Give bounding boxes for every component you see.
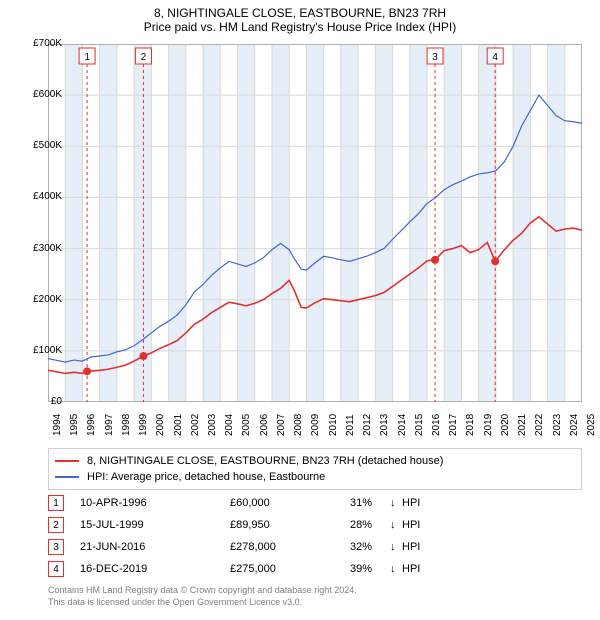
- sale-pct: 28%: [350, 519, 390, 531]
- svg-text:3: 3: [432, 52, 438, 63]
- x-tick-label: 2001: [173, 414, 184, 436]
- x-tick-label: 2000: [155, 414, 166, 436]
- x-tick-label: 2021: [517, 414, 528, 436]
- sale-vs-label: HPI: [402, 563, 432, 575]
- x-tick-label: 2005: [241, 414, 252, 436]
- legend-swatch: [55, 460, 79, 462]
- chart-title-block: 8, NIGHTINGALE CLOSE, EASTBOURNE, BN23 7…: [0, 0, 600, 34]
- sale-num-box: 3: [48, 539, 64, 555]
- chart-svg: 1 2 3 4: [48, 44, 582, 402]
- x-tick-label: 2004: [224, 414, 235, 436]
- sale-row: 3 21-JUN-2016 £278,000 32% ↓ HPI: [48, 536, 582, 558]
- svg-text:1: 1: [84, 52, 90, 63]
- x-tick-label: 2012: [362, 414, 373, 436]
- x-tick-label: 1994: [52, 414, 63, 436]
- sale-pct: 31%: [350, 497, 390, 509]
- footer-line2: This data is licensed under the Open Gov…: [48, 596, 582, 608]
- legend-label: 8, NIGHTINGALE CLOSE, EASTBOURNE, BN23 7…: [87, 453, 443, 469]
- legend-box: 8, NIGHTINGALE CLOSE, EASTBOURNE, BN23 7…: [48, 448, 582, 490]
- x-tick-label: 2009: [310, 414, 321, 436]
- svg-text:2: 2: [141, 52, 147, 63]
- sale-date: 15-JUL-1999: [80, 519, 230, 531]
- x-tick-label: 2008: [293, 414, 304, 436]
- legend-row: 8, NIGHTINGALE CLOSE, EASTBOURNE, BN23 7…: [55, 453, 575, 469]
- x-tick-label: 2019: [483, 414, 494, 436]
- down-arrow-icon: ↓: [390, 497, 402, 509]
- x-tick-label: 2002: [190, 414, 201, 436]
- sale-pct: 39%: [350, 563, 390, 575]
- sale-num-box: 4: [48, 561, 64, 577]
- x-tick-label: 2013: [379, 414, 390, 436]
- sale-price: £275,000: [230, 563, 350, 575]
- svg-text:4: 4: [492, 52, 498, 63]
- legend-label: HPI: Average price, detached house, East…: [87, 469, 325, 485]
- legend-row: HPI: Average price, detached house, East…: [55, 469, 575, 485]
- down-arrow-icon: ↓: [390, 519, 402, 531]
- y-tick-label: £300K: [12, 243, 62, 254]
- x-tick-label: 2007: [276, 414, 287, 436]
- x-tick-label: 2017: [448, 414, 459, 436]
- footer-line1: Contains HM Land Registry data © Crown c…: [48, 584, 582, 596]
- x-tick-label: 2010: [328, 414, 339, 436]
- sale-price: £60,000: [230, 497, 350, 509]
- y-tick-label: £200K: [12, 294, 62, 305]
- x-tick-label: 2023: [552, 414, 563, 436]
- sale-pct: 32%: [350, 541, 390, 553]
- sale-vs-label: HPI: [402, 519, 432, 531]
- y-tick-label: £700K: [12, 38, 62, 49]
- x-tick-label: 2014: [397, 414, 408, 436]
- sale-row: 4 16-DEC-2019 £275,000 39% ↓ HPI: [48, 558, 582, 580]
- sale-num-box: 2: [48, 517, 64, 533]
- y-tick-label: £100K: [12, 345, 62, 356]
- x-tick-label: 1997: [104, 414, 115, 436]
- x-tick-label: 2011: [345, 414, 356, 436]
- x-tick-label: 1999: [138, 414, 149, 436]
- y-tick-label: £600K: [12, 89, 62, 100]
- x-tick-label: 1995: [69, 414, 80, 436]
- chart-title-address: 8, NIGHTINGALE CLOSE, EASTBOURNE, BN23 7…: [0, 6, 600, 20]
- sale-price: £89,950: [230, 519, 350, 531]
- sales-table: 1 10-APR-1996 £60,000 31% ↓ HPI 2 15-JUL…: [48, 492, 582, 580]
- sale-vs-label: HPI: [402, 497, 432, 509]
- chart-title-subtitle: Price paid vs. HM Land Registry's House …: [0, 20, 600, 34]
- sale-price: £278,000: [230, 541, 350, 553]
- footer-attribution: Contains HM Land Registry data © Crown c…: [48, 584, 582, 608]
- y-tick-label: £0: [12, 396, 62, 407]
- x-tick-label: 2025: [586, 414, 597, 436]
- y-tick-label: £400K: [12, 191, 62, 202]
- x-tick-label: 1998: [121, 414, 132, 436]
- down-arrow-icon: ↓: [390, 563, 402, 575]
- sale-date: 16-DEC-2019: [80, 563, 230, 575]
- x-tick-label: 1996: [86, 414, 97, 436]
- chart-plot-area: 1 2 3 4: [48, 44, 582, 402]
- sale-date: 21-JUN-2016: [80, 541, 230, 553]
- sale-row: 2 15-JUL-1999 £89,950 28% ↓ HPI: [48, 514, 582, 536]
- x-tick-label: 2020: [500, 414, 511, 436]
- x-tick-label: 2006: [259, 414, 270, 436]
- sale-num-box: 1: [48, 495, 64, 511]
- sale-row: 1 10-APR-1996 £60,000 31% ↓ HPI: [48, 492, 582, 514]
- sale-date: 10-APR-1996: [80, 497, 230, 509]
- x-tick-label: 2024: [569, 414, 580, 436]
- sale-vs-label: HPI: [402, 541, 432, 553]
- x-tick-label: 2015: [414, 414, 425, 436]
- y-tick-label: £500K: [12, 140, 62, 151]
- x-tick-label: 2018: [465, 414, 476, 436]
- x-tick-label: 2016: [431, 414, 442, 436]
- x-tick-label: 2022: [534, 414, 545, 436]
- legend-swatch: [55, 476, 79, 478]
- x-tick-label: 2003: [207, 414, 218, 436]
- down-arrow-icon: ↓: [390, 541, 402, 553]
